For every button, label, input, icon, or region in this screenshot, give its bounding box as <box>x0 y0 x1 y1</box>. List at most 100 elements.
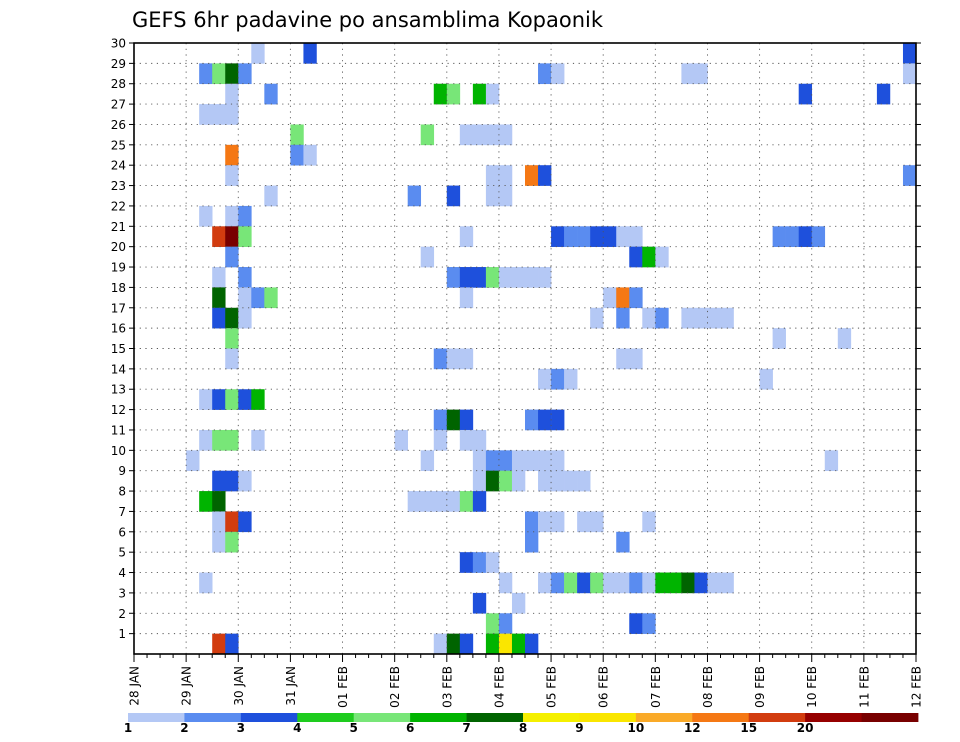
y-axis: 1234567891011121314151617181920212223242… <box>111 37 921 641</box>
heatmap-cell <box>498 633 513 655</box>
heatmap-cell <box>642 613 656 634</box>
heatmap-cell <box>485 165 500 186</box>
heatmap-cell <box>629 226 643 247</box>
heatmap-cell <box>212 63 226 85</box>
heatmap-cell <box>433 83 448 105</box>
heatmap-cell <box>212 531 226 553</box>
heatmap-cell <box>446 83 461 105</box>
heatmap-cell <box>212 226 226 247</box>
heatmap-cell <box>720 572 734 594</box>
x-tick-label: 07 FEB <box>649 666 663 708</box>
heatmap-cell <box>498 267 513 288</box>
heatmap-cell <box>616 572 630 594</box>
heatmap-cell <box>642 572 656 594</box>
heatmap-cell <box>212 307 226 329</box>
heatmap-cell <box>551 572 565 594</box>
heatmap-cell <box>538 450 552 471</box>
heatmap-cell <box>707 572 721 594</box>
heatmap-cell <box>212 287 226 309</box>
heatmap-cell <box>238 470 252 492</box>
heatmap-cell <box>525 409 539 431</box>
heatmap-cell <box>290 144 304 166</box>
heatmap-cell <box>538 165 552 186</box>
heatmap-cell <box>511 267 526 288</box>
heatmap-cell <box>472 429 487 451</box>
y-tick-label: 19 <box>111 261 126 275</box>
x-tick-label: 02 FEB <box>388 666 402 708</box>
heatmap-cell <box>525 267 539 288</box>
heatmap-cell <box>720 307 734 329</box>
heatmap-cell <box>551 450 565 471</box>
colorbar-swatch <box>635 713 693 722</box>
heatmap-cell <box>590 511 604 533</box>
heatmap-cell <box>199 104 213 125</box>
heatmap-cell <box>251 429 265 451</box>
heatmap-cell <box>238 307 252 329</box>
heatmap-cell <box>642 307 656 329</box>
heatmap-cell <box>212 511 226 533</box>
heatmap-cell <box>511 450 526 471</box>
heatmap-cell <box>225 429 239 451</box>
heatmap-cell <box>551 470 565 492</box>
heatmap-cell <box>446 185 461 207</box>
heatmap-cell <box>681 63 695 85</box>
heatmap-cell <box>212 389 226 410</box>
heatmap-cell <box>225 531 239 553</box>
heatmap-cell <box>902 165 917 186</box>
heatmap-cell <box>498 613 513 634</box>
chart-title: GEFS 6hr padavine po ansamblima Kopaonik <box>132 8 604 32</box>
heatmap-cell <box>681 572 695 594</box>
heatmap-cell <box>212 429 226 451</box>
heatmap-cell <box>564 470 578 492</box>
y-tick-label: 4 <box>118 566 126 580</box>
y-tick-label: 20 <box>111 240 126 254</box>
heatmap-cell <box>603 287 617 309</box>
heatmap-cell <box>642 246 656 268</box>
x-tick-label: 03 FEB <box>440 666 454 708</box>
colorbar: 1 2 3 4 5 6 7 8 9 10 12 15 20 <box>124 713 919 735</box>
heatmap-cell <box>251 287 265 309</box>
colorbar-label: 9 <box>575 721 583 735</box>
y-tick-label: 23 <box>111 179 126 193</box>
heatmap-cell <box>459 633 474 655</box>
x-tick-label: 31 JAN <box>284 666 298 706</box>
heatmap-cell <box>629 572 643 594</box>
y-tick-label: 17 <box>111 301 126 315</box>
colorbar-label: 20 <box>797 721 814 735</box>
heatmap-cell <box>485 470 500 492</box>
heatmap-cell <box>498 572 513 594</box>
colorbar-swatch <box>240 713 298 722</box>
heatmap-cell <box>472 470 487 492</box>
heatmap-cell <box>459 226 474 247</box>
heatmap-cell <box>459 552 474 573</box>
x-tick-label: 05 FEB <box>545 666 559 708</box>
colorbar-swatch <box>861 713 919 722</box>
y-tick-label: 12 <box>111 403 126 417</box>
heatmap-cell <box>485 450 500 471</box>
heatmap-cell <box>225 511 239 533</box>
colorbar-swatch <box>748 713 806 722</box>
colorbar-label: 6 <box>406 721 414 735</box>
heatmap-cell <box>212 104 226 125</box>
heatmap-cell <box>212 491 226 512</box>
heatmap-cell <box>433 633 448 655</box>
heatmap-cell <box>616 531 630 553</box>
heatmap-cell <box>485 83 500 105</box>
heatmap-cell <box>538 368 552 390</box>
heatmap-cell <box>446 633 461 655</box>
y-tick-label: 6 <box>118 525 126 539</box>
heatmap-cell <box>472 450 487 471</box>
heatmap-cell <box>772 328 786 349</box>
heatmap-cell <box>472 552 487 573</box>
heatmap-cell <box>577 470 591 492</box>
heatmap-cell <box>225 633 239 655</box>
heatmap-cell <box>538 409 552 431</box>
heatmap-cell <box>472 592 487 614</box>
heatmap-cell <box>420 450 435 471</box>
heatmap-cell <box>225 104 239 125</box>
heatmap-cell <box>459 348 474 370</box>
heatmap-cell <box>902 43 917 64</box>
colorbar-swatch <box>184 713 242 722</box>
heatmap-cell <box>199 205 213 227</box>
heatmap-cell <box>642 511 656 533</box>
